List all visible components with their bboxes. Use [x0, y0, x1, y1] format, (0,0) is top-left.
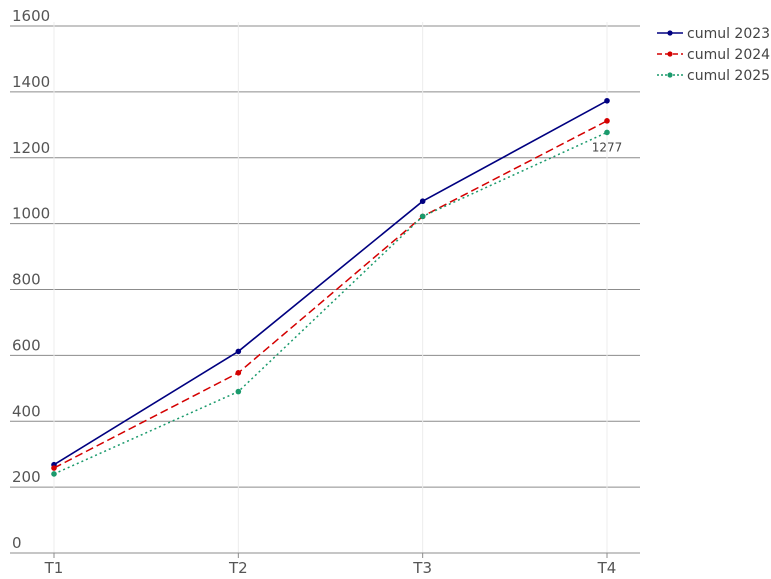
y-tick-label: 1600 [12, 7, 50, 25]
y-tick-label: 800 [12, 271, 41, 289]
legend-swatch-marker [667, 72, 673, 78]
legend-label: cumul 2024 [687, 47, 770, 63]
x-tick-label: T3 [412, 559, 432, 575]
y-tick-label: 200 [12, 468, 41, 486]
data-point [419, 213, 426, 220]
data-point [604, 129, 610, 136]
data-point [604, 97, 610, 104]
legend-swatch-marker [667, 51, 673, 57]
legend-label: cumul 2025 [687, 68, 770, 84]
vertical-gridlines [53, 22, 608, 553]
y-tick-label: 0 [12, 534, 22, 552]
x-axis [10, 552, 640, 558]
data-point [235, 370, 242, 376]
legend-item[interactable]: cumul 2023 [657, 26, 770, 42]
y-tick-label: 400 [12, 402, 41, 420]
x-tick-label: T4 [597, 559, 617, 575]
annotation-layer: 1277 [592, 140, 623, 154]
y-tick-label: 1400 [12, 73, 50, 91]
legend-item[interactable]: cumul 2025 [657, 68, 770, 84]
data-point [51, 471, 57, 477]
x-axis-tick-labels: T1 T2 T3 T4 [44, 559, 617, 577]
series-cumul-2024 [51, 118, 610, 471]
data-point [235, 348, 242, 355]
series-cumul-2025 [51, 129, 610, 477]
data-point [51, 465, 57, 471]
y-axis-tick-labels: 0 200 400 600 800 1000 1200 1400 1600 [12, 7, 50, 552]
series-line [53, 120, 608, 469]
series-layer [51, 97, 610, 477]
data-point [235, 388, 242, 395]
x-tick-label: T1 [44, 559, 64, 575]
y-tick-label: 1000 [12, 205, 50, 223]
legend-swatch-marker [667, 30, 673, 36]
legend: cumul 2023 cumul 2024 cumul 2025 [657, 26, 770, 84]
horizontal-gridlines [10, 25, 640, 488]
data-label: 1277 [592, 140, 623, 154]
series-line [53, 100, 608, 466]
x-tick-label: T2 [228, 559, 248, 575]
data-point [419, 198, 426, 205]
data-point [604, 118, 610, 124]
series-cumul-2023 [51, 97, 610, 468]
legend-item[interactable]: cumul 2024 [657, 47, 770, 63]
y-tick-label: 600 [12, 336, 41, 354]
legend-label: cumul 2023 [687, 26, 770, 42]
series-line [53, 131, 608, 475]
y-tick-label: 1200 [12, 139, 50, 157]
